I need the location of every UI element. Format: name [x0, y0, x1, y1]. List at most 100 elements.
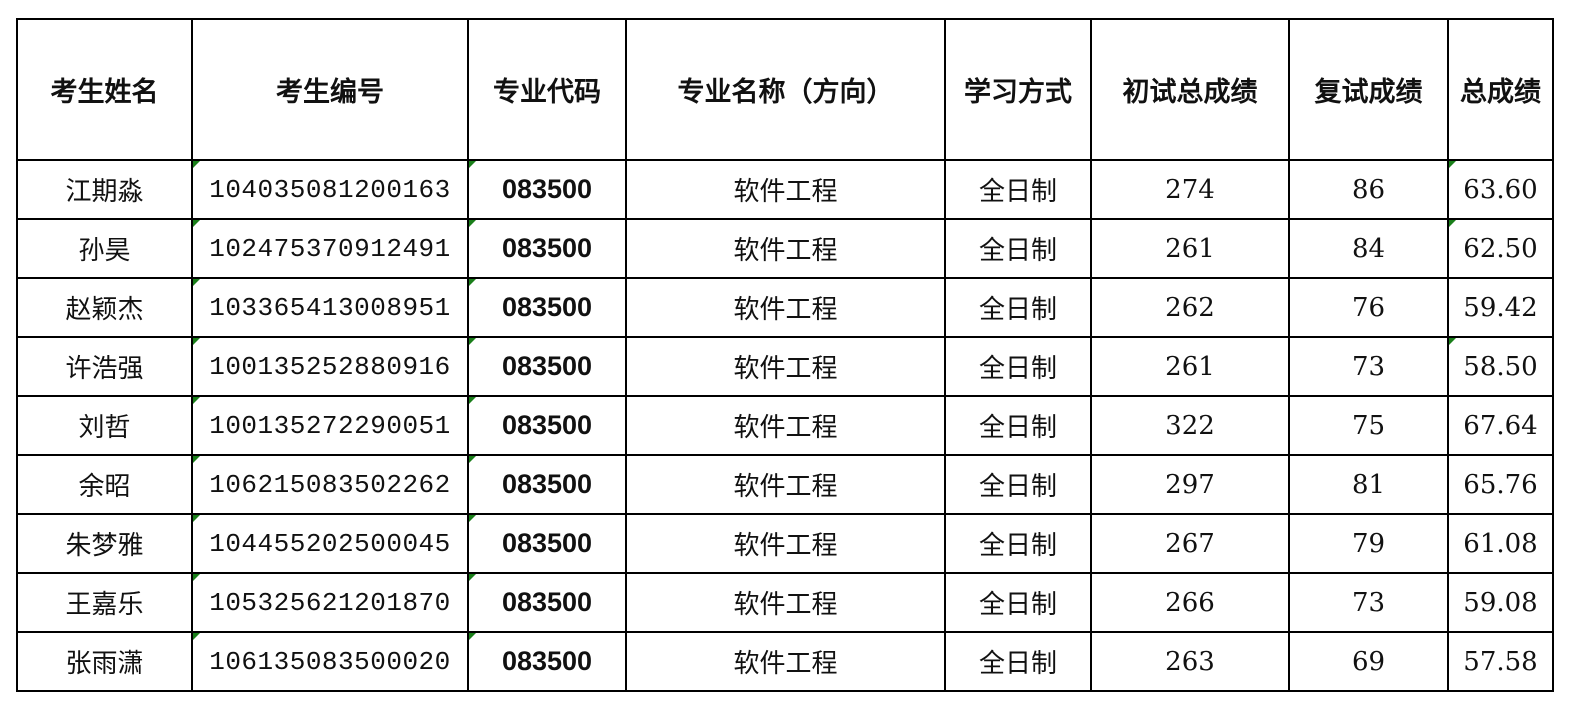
study-mode: 全日制 — [978, 177, 1057, 207]
table-row: 张雨潇 106135083500020 083500 软件工程 全日制 263 69 57.5… — [16, 631, 1554, 692]
initial-score: 263 — [1165, 646, 1215, 677]
major-name-cell: 软件工程 — [625, 395, 946, 456]
retest-score-cell: 75 — [1288, 395, 1449, 456]
cell-marker-icon — [193, 161, 200, 168]
major-name: 软件工程 — [733, 649, 838, 679]
major-code: 083500 — [501, 233, 593, 263]
study-mode: 全日制 — [978, 472, 1057, 502]
total-score-cell: 59.08 — [1447, 572, 1554, 633]
cell-marker-icon — [469, 574, 476, 581]
total-score-cell: 67.64 — [1447, 395, 1554, 456]
study-mode-cell: 全日制 — [944, 218, 1092, 279]
total-score-cell: 63.60 — [1447, 159, 1554, 220]
student-id: 102475370912491 — [209, 233, 451, 264]
student-id: 106135083500020 — [209, 646, 451, 677]
initial-score-cell: 297 — [1090, 454, 1290, 515]
cell-marker-icon — [469, 161, 476, 168]
student-id-cell: 103365413008951 — [191, 277, 469, 338]
retest-score: 76 — [1351, 292, 1386, 323]
student-id-cell: 100135272290051 — [191, 395, 469, 456]
total-score-cell: 58.50 — [1447, 336, 1554, 397]
student-name: 王嘉乐 — [65, 590, 144, 620]
initial-score-cell: 274 — [1090, 159, 1290, 220]
major-name-cell: 软件工程 — [625, 218, 946, 279]
cell-marker-icon — [1449, 338, 1456, 345]
major-code-cell: 083500 — [467, 572, 627, 633]
major-name: 软件工程 — [733, 413, 838, 443]
total-score: 58.50 — [1463, 351, 1538, 382]
student-id: 105325621201870 — [209, 587, 451, 618]
student-name-cell: 孙昊 — [16, 218, 193, 279]
total-score-cell: 65.76 — [1447, 454, 1554, 515]
table-row: 朱梦雅 104455202500045 083500 软件工程 全日制 267 79 61.0… — [16, 513, 1554, 574]
cell-marker-icon — [469, 633, 476, 640]
study-mode: 全日制 — [978, 531, 1057, 561]
major-name-cell: 软件工程 — [625, 277, 946, 338]
major-code-cell: 083500 — [467, 218, 627, 279]
student-id: 104035081200163 — [209, 174, 451, 205]
cell-marker-icon — [193, 574, 200, 581]
header-total-score: 总成绩 — [1447, 18, 1554, 161]
major-code: 083500 — [501, 292, 593, 322]
study-mode: 全日制 — [978, 649, 1057, 679]
student-id: 106215083502262 — [209, 469, 451, 500]
major-name-cell: 软件工程 — [625, 336, 946, 397]
student-name-cell: 许浩强 — [16, 336, 193, 397]
table-row: 孙昊 102475370912491 083500 软件工程 全日制 261 84 62.50 — [16, 218, 1554, 279]
initial-score: 261 — [1165, 233, 1215, 264]
table-body: 江期淼 104035081200163 083500 软件工程 全日制 274 86 63.6… — [16, 159, 1554, 692]
major-name: 软件工程 — [733, 590, 838, 620]
major-name: 软件工程 — [733, 236, 838, 266]
student-name-cell: 赵颖杰 — [16, 277, 193, 338]
retest-score: 79 — [1351, 528, 1386, 559]
header-initial-score: 初试总成绩 — [1090, 18, 1290, 161]
major-name: 软件工程 — [733, 472, 838, 502]
retest-score: 75 — [1351, 410, 1386, 441]
retest-score: 84 — [1351, 233, 1386, 264]
major-name-cell: 软件工程 — [625, 631, 946, 692]
initial-score-cell: 262 — [1090, 277, 1290, 338]
student-name-cell: 江期淼 — [16, 159, 193, 220]
major-name-cell: 软件工程 — [625, 513, 946, 574]
cell-marker-icon — [469, 515, 476, 522]
table-row: 王嘉乐 105325621201870 083500 软件工程 全日制 266 73 59.0… — [16, 572, 1554, 633]
study-mode-cell: 全日制 — [944, 395, 1092, 456]
header-retest-score: 复试成绩 — [1288, 18, 1449, 161]
study-mode-cell: 全日制 — [944, 513, 1092, 574]
retest-score-cell: 76 — [1288, 277, 1449, 338]
major-code: 083500 — [501, 351, 593, 381]
table-row: 余昭 106215083502262 083500 软件工程 全日制 297 81 65.76 — [16, 454, 1554, 515]
cell-marker-icon — [193, 515, 200, 522]
cell-marker-icon — [469, 279, 476, 286]
major-name-cell: 软件工程 — [625, 159, 946, 220]
study-mode: 全日制 — [978, 295, 1057, 325]
cell-marker-icon — [469, 338, 476, 345]
major-code-cell: 083500 — [467, 631, 627, 692]
student-id-cell: 104035081200163 — [191, 159, 469, 220]
initial-score: 267 — [1165, 528, 1215, 559]
cell-marker-icon — [193, 220, 200, 227]
retest-score: 73 — [1351, 587, 1386, 618]
student-id-cell: 106215083502262 — [191, 454, 469, 515]
table-row: 赵颖杰 103365413008951 083500 软件工程 全日制 262 76 59.4… — [16, 277, 1554, 338]
retest-score-cell: 86 — [1288, 159, 1449, 220]
initial-score-cell: 267 — [1090, 513, 1290, 574]
student-id-cell: 104455202500045 — [191, 513, 469, 574]
student-id: 104455202500045 — [209, 528, 451, 559]
table-row: 刘哲 100135272290051 083500 软件工程 全日制 322 75 67.64 — [16, 395, 1554, 456]
student-name: 刘哲 — [78, 413, 131, 443]
retest-score: 81 — [1351, 469, 1386, 500]
total-score: 62.50 — [1463, 233, 1538, 264]
student-id: 100135252880916 — [209, 351, 451, 382]
student-id-cell: 105325621201870 — [191, 572, 469, 633]
total-score: 61.08 — [1463, 528, 1538, 559]
header-major-code: 专业代码 — [467, 18, 627, 161]
total-score: 67.64 — [1463, 410, 1538, 441]
study-mode: 全日制 — [978, 413, 1057, 443]
header-name: 考生姓名 — [16, 18, 193, 161]
major-code-cell: 083500 — [467, 513, 627, 574]
initial-score: 322 — [1165, 410, 1215, 441]
cell-marker-icon — [193, 397, 200, 404]
retest-score-cell: 84 — [1288, 218, 1449, 279]
study-mode-cell: 全日制 — [944, 336, 1092, 397]
